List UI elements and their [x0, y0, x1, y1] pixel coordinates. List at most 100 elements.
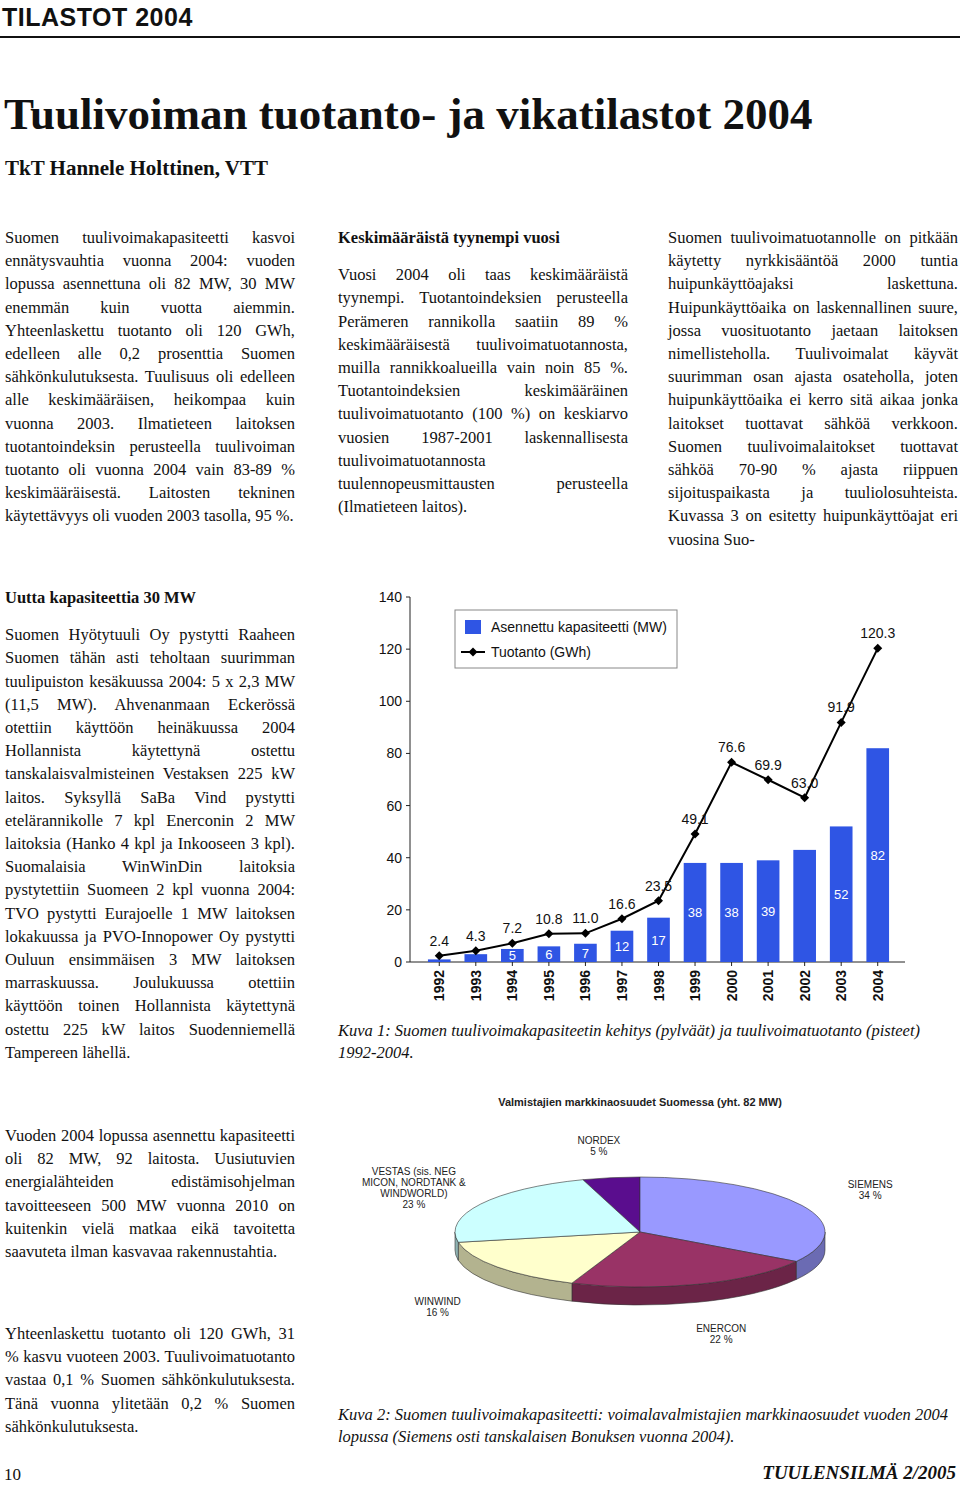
section-label: TILASTOT 2004 — [2, 3, 193, 32]
bar-label: 82 — [870, 848, 884, 863]
text-block: Uutta kapasiteettia 30 MWSuomen Hyötytuu… — [5, 586, 295, 1074]
legend-swatch — [465, 620, 481, 634]
legend-marker — [469, 648, 478, 657]
section-heading: Uutta kapasiteettia 30 MW — [5, 586, 295, 609]
y-tick-label: 40 — [386, 850, 402, 866]
pie-tops — [455, 1177, 825, 1287]
point-label: 63.0 — [791, 775, 818, 791]
bar-label: 7 — [582, 946, 589, 961]
x-tick — [439, 962, 440, 966]
point-label: 4.3 — [466, 928, 486, 944]
paragraph: Yhteenlaskettu tuotanto oli 120 GWh, 31 … — [5, 1322, 295, 1438]
slice-name: WINWIND — [415, 1296, 461, 1307]
x-tick — [548, 962, 549, 966]
combo-chart: 0204060801001201401992199319941995199619… — [379, 589, 905, 1001]
x-tick-label: 1994 — [504, 970, 520, 1001]
x-tick — [731, 962, 732, 966]
point-label: 120.3 — [860, 625, 895, 641]
y-tick — [406, 753, 410, 754]
x-axis-line — [410, 962, 905, 963]
author: TkT Hannele Holttinen, VTT — [5, 156, 268, 181]
text-block: Vuoden 2004 lopussa asennettu kapasiteet… — [5, 1124, 295, 1273]
pie-slice-side — [572, 1261, 796, 1305]
y-tick-label: 0 — [394, 954, 402, 970]
bar — [574, 944, 597, 962]
marker — [764, 775, 773, 784]
y-tick-label: 100 — [379, 693, 403, 709]
pie-slice — [455, 1180, 640, 1243]
point-label: 69.9 — [754, 757, 781, 773]
pie-slice-side — [455, 1232, 458, 1260]
marker — [691, 829, 700, 838]
marker — [800, 793, 809, 802]
slice-name-line: WINDWORLD) — [380, 1188, 447, 1199]
x-tick-label: 2002 — [797, 970, 813, 1001]
y-tick-label: 140 — [379, 589, 403, 605]
slice-name-line: NORDEX — [578, 1135, 621, 1146]
pie-slice — [572, 1232, 796, 1287]
slice-name-line: VESTAS (sis. NEG — [372, 1166, 456, 1177]
text-block: Keskimääräistä tyynempi vuosiVuosi 2004 … — [338, 226, 628, 528]
slice-name-line: ENERCON — [696, 1323, 746, 1334]
slice-name: VESTAS (sis. NEGMICON, NORDTANK &WINDWOR… — [362, 1166, 466, 1199]
y-tick — [406, 857, 410, 858]
x-tick — [475, 962, 476, 966]
marker — [581, 929, 590, 938]
point-label: 2.4 — [430, 933, 450, 949]
page: TILASTOT 2004 Tuulivoiman tuotanto- ja vi… — [0, 0, 960, 1486]
marker — [727, 758, 736, 767]
bar — [684, 863, 707, 962]
bar — [793, 850, 816, 962]
x-tick — [768, 962, 769, 966]
slice-name: SIEMENS — [848, 1179, 893, 1190]
bar — [757, 860, 780, 962]
header-rule — [0, 36, 960, 38]
text-block: Suomen tuulivoimakapasiteetti kasvoi enn… — [5, 226, 295, 538]
x-tick-label: 2003 — [833, 970, 849, 1001]
bar-label: 52 — [834, 887, 848, 902]
slice-value: 5 % — [590, 1146, 607, 1157]
slice-name-line: MICON, NORDTANK & — [362, 1177, 466, 1188]
bar-label: 6 — [545, 947, 552, 962]
pie-sides — [455, 1232, 825, 1305]
y-tick-label: 60 — [386, 798, 402, 814]
marker — [544, 929, 553, 938]
point-label: 76.6 — [718, 739, 745, 755]
x-tick-label: 1998 — [651, 970, 667, 1001]
bar — [464, 954, 487, 962]
point-label: 49.1 — [681, 811, 708, 827]
bar — [830, 826, 853, 962]
pie-slice-side — [796, 1232, 825, 1279]
slice-value: 22 % — [710, 1334, 733, 1345]
figure-caption: Kuva 1: Suomen tuulivoimakapasiteetin ke… — [338, 1020, 958, 1064]
bar-label: 12 — [615, 939, 629, 954]
bar — [866, 748, 889, 962]
x-tick — [804, 962, 805, 966]
x-tick-label: 2000 — [724, 970, 740, 1001]
legend-label: Asennettu kapasiteetti (MW) — [491, 619, 667, 635]
page-number: 10 — [4, 1465, 21, 1485]
paragraph: Vuosi 2004 oli taas keskimääräistä tyyne… — [338, 263, 628, 518]
x-tick — [877, 962, 878, 966]
marker — [435, 951, 444, 960]
x-tick-label: 1992 — [431, 970, 447, 1001]
y-tick — [406, 597, 410, 598]
x-tick — [621, 962, 622, 966]
paragraph: Vuoden 2004 lopussa asennettu kapasiteet… — [5, 1124, 295, 1263]
bar-label: 38 — [688, 905, 702, 920]
paragraph: Suomen tuulivoimatuotannolle on pitkään … — [668, 226, 958, 551]
slice-name: NORDEX — [578, 1135, 621, 1146]
y-axis-line — [410, 597, 411, 962]
pie-slice — [583, 1177, 640, 1232]
slice-name-line: WINWIND — [415, 1296, 461, 1307]
x-tick — [585, 962, 586, 966]
figures: 0204060801001201401992199319941995199619… — [0, 0, 960, 1486]
article-title: Tuulivoiman tuotanto- ja vikatilastot 20… — [4, 88, 812, 140]
x-tick-label: 2004 — [870, 970, 886, 1001]
bar-label: 39 — [761, 904, 775, 919]
bar — [538, 946, 561, 962]
x-tick-label: 1995 — [541, 970, 557, 1001]
marker — [508, 939, 517, 948]
legend-label: Tuotanto (GWh) — [491, 644, 591, 660]
point-label: 23.5 — [645, 878, 672, 894]
